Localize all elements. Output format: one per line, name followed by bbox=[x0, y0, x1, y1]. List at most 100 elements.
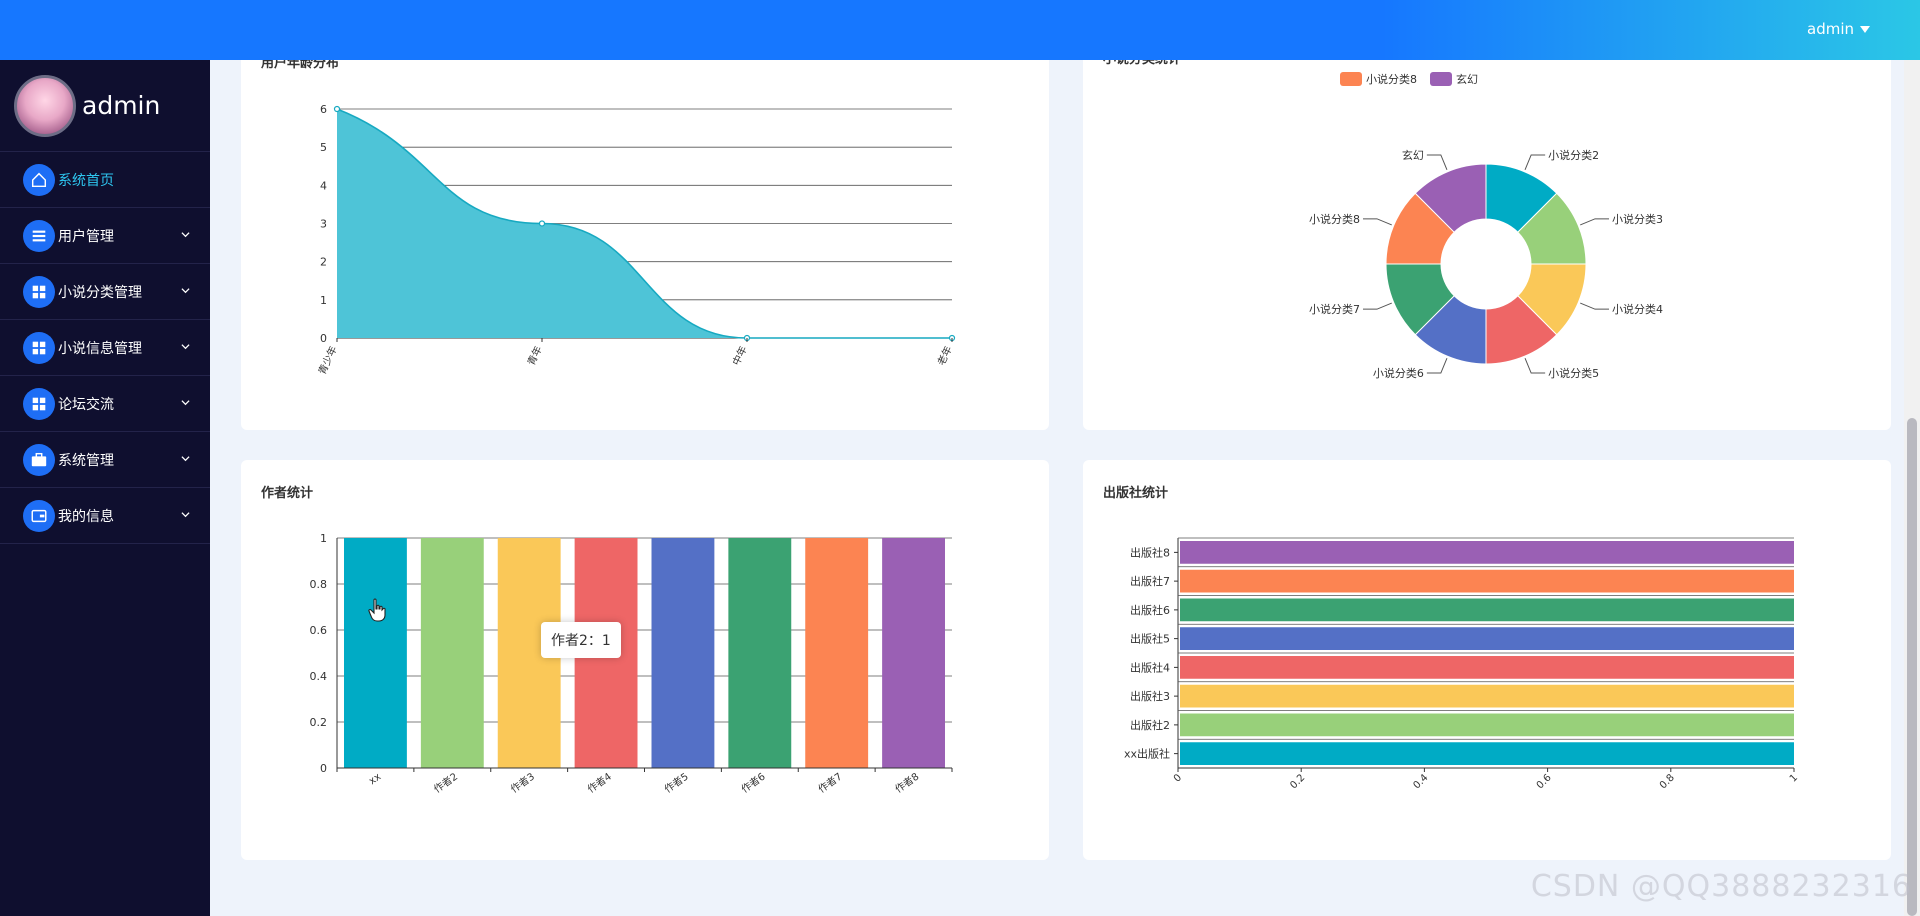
label-leader-line bbox=[1580, 302, 1610, 310]
sidebar-item-label: 论坛交流 bbox=[58, 396, 114, 413]
x-tick-label: 作者2 bbox=[432, 771, 460, 796]
avatar bbox=[14, 74, 76, 137]
sidebar-menu: 系统首页用户管理小说分类管理小说信息管理 论坛交流系统管理我的信息 bbox=[0, 152, 210, 544]
x-tick-label: 老年 bbox=[934, 344, 954, 368]
x-tick-label: 作者6 bbox=[739, 771, 767, 796]
bar bbox=[1180, 656, 1794, 679]
scrollbar-thumb[interactable] bbox=[1907, 418, 1917, 916]
y-tick-label: 0 bbox=[320, 762, 327, 775]
area-fill bbox=[337, 109, 952, 338]
bar bbox=[344, 538, 407, 768]
slice-label: 小说分类2 bbox=[1548, 148, 1599, 162]
sidebar-item-5[interactable]: 系统管理 bbox=[0, 432, 210, 488]
bar bbox=[882, 538, 945, 768]
publisher-chart-title: 出版社统计 bbox=[1103, 486, 1169, 501]
user-menu-label: admin bbox=[1807, 20, 1854, 38]
slice-label: 小说分类5 bbox=[1548, 366, 1599, 380]
slice-label: 小说分类8 bbox=[1309, 212, 1360, 226]
y-tick-label: 5 bbox=[320, 141, 327, 154]
y-tick-label: 2 bbox=[320, 256, 327, 269]
age-chart-card: 用户年龄分布 0 1 2 3 4 5 6 青少年 青年 中年 老年 bbox=[241, 44, 1049, 430]
legend-label: 小说分类8 bbox=[1366, 72, 1417, 86]
sidebar-item-3[interactable]: 小说信息管理 bbox=[0, 320, 210, 376]
sidebar-item-label: 我的信息 bbox=[58, 508, 114, 525]
y-tick-label: 4 bbox=[320, 179, 327, 192]
pie-slice bbox=[1414, 163, 1487, 233]
y-tick-label: 0 bbox=[320, 332, 327, 345]
chevron-down-icon bbox=[181, 232, 190, 238]
x-tick-label: 作者5 bbox=[662, 771, 690, 796]
bar bbox=[1180, 684, 1794, 708]
top-header-bar: admin bbox=[0, 0, 1920, 60]
chart-tooltip: 作者2：1 bbox=[541, 622, 621, 658]
x-tick-label: 0.2 bbox=[1288, 772, 1307, 791]
x-tick-label: 0.8 bbox=[1658, 772, 1677, 791]
chevron-down-icon bbox=[181, 456, 190, 462]
x-tick-label: 作者3 bbox=[508, 771, 536, 796]
label-leader-line bbox=[1426, 154, 1448, 170]
x-tick-label: 0 bbox=[1172, 772, 1184, 784]
bar bbox=[1180, 627, 1794, 650]
bar bbox=[651, 538, 715, 768]
y-tick-label: 出版社8 bbox=[1130, 545, 1170, 559]
data-point bbox=[538, 220, 546, 227]
publisher-hbar-chart: 0 0.2 0.4 0.6 0.8 1 xx出版社 出版社2 出版社3 出版社4 出版社5 出版社6 出… bbox=[1124, 537, 1800, 791]
wallet-icon bbox=[23, 499, 55, 532]
y-tick-label: 出版社4 bbox=[1130, 660, 1170, 674]
x-tick-label: 青年 bbox=[524, 344, 544, 368]
y-tick-label: 出版社7 bbox=[1130, 574, 1170, 588]
sidebar-item-label: 系统管理 bbox=[58, 452, 114, 469]
author-chart-title: 作者统计 bbox=[261, 486, 314, 501]
y-tick-label: 出版社5 bbox=[1130, 632, 1170, 646]
sidebar-item-1[interactable]: 用户管理 bbox=[0, 208, 210, 264]
y-tick-label: 出版社3 bbox=[1130, 689, 1170, 703]
chart-tooltip-text: 作者2：1 bbox=[551, 633, 611, 649]
author-bar-chart: 0 0.2 0.4 0.6 0.8 1 xx 作者2 作者3 作者4 作者5 作者6 作者7 作者8 bbox=[310, 532, 953, 796]
y-tick-label: 0.8 bbox=[310, 578, 328, 591]
bar bbox=[1180, 569, 1794, 593]
x-tick-label: xx bbox=[367, 771, 383, 787]
watermark-text: CSDN @QQ3888232316 bbox=[1530, 869, 1912, 904]
grid-icon bbox=[23, 275, 55, 308]
sidebar-item-label: 系统首页 bbox=[58, 172, 114, 189]
y-tick-label: 6 bbox=[320, 103, 327, 116]
slice-label: 小说分类6 bbox=[1373, 366, 1424, 380]
sidebar: admin 系统首页用户管理小说分类管理小说信息管理 论坛交流系统管理我的信息 bbox=[0, 60, 210, 916]
profile-name: admin bbox=[82, 91, 161, 120]
bar bbox=[805, 538, 869, 768]
legend-swatch bbox=[1340, 72, 1362, 86]
sidebar-item-4[interactable]: 论坛交流 bbox=[0, 376, 210, 432]
slice-label: 小说分类7 bbox=[1309, 302, 1360, 316]
label-leader-line bbox=[1524, 154, 1546, 170]
chevron-down-icon bbox=[181, 288, 190, 294]
y-tick-label: xx出版社 bbox=[1124, 747, 1170, 761]
y-tick-label: 3 bbox=[320, 218, 327, 231]
x-tick-label: 0.4 bbox=[1411, 772, 1430, 791]
x-tick-label: 作者8 bbox=[893, 771, 921, 796]
data-point bbox=[333, 105, 341, 113]
x-tick-label: 0.6 bbox=[1535, 772, 1554, 791]
slice-label: 玄幻 bbox=[1402, 148, 1424, 162]
sidebar-item-label: 用户管理 bbox=[58, 228, 114, 245]
y-tick-label: 0.2 bbox=[310, 716, 328, 729]
bar bbox=[420, 538, 484, 768]
grid-icon bbox=[23, 331, 55, 364]
page-scrollbar[interactable] bbox=[1904, 60, 1920, 916]
chevron-down-icon bbox=[181, 400, 190, 406]
chevron-down-icon bbox=[181, 344, 190, 350]
user-menu-dropdown[interactable]: admin bbox=[1807, 20, 1870, 38]
y-tick-label: 出版社6 bbox=[1130, 603, 1170, 617]
y-tick-label: 1 bbox=[320, 532, 327, 545]
slice-label: 小说分类3 bbox=[1612, 212, 1663, 226]
grid-icon bbox=[23, 387, 55, 420]
sidebar-item-0[interactable]: 系统首页 bbox=[0, 152, 210, 208]
slice-label: 小说分类4 bbox=[1612, 302, 1663, 316]
label-leader-line bbox=[1362, 218, 1392, 226]
x-tick-label: 青少年 bbox=[315, 344, 339, 377]
sidebar-item-2[interactable]: 小说分类管理 bbox=[0, 264, 210, 320]
y-tick-label: 0.4 bbox=[310, 670, 328, 683]
bar bbox=[1180, 742, 1794, 765]
x-tick-label: 作者7 bbox=[816, 771, 844, 796]
sidebar-item-6[interactable]: 我的信息 bbox=[0, 488, 210, 544]
sidebar-item-label: 小说信息管理 bbox=[58, 340, 142, 357]
